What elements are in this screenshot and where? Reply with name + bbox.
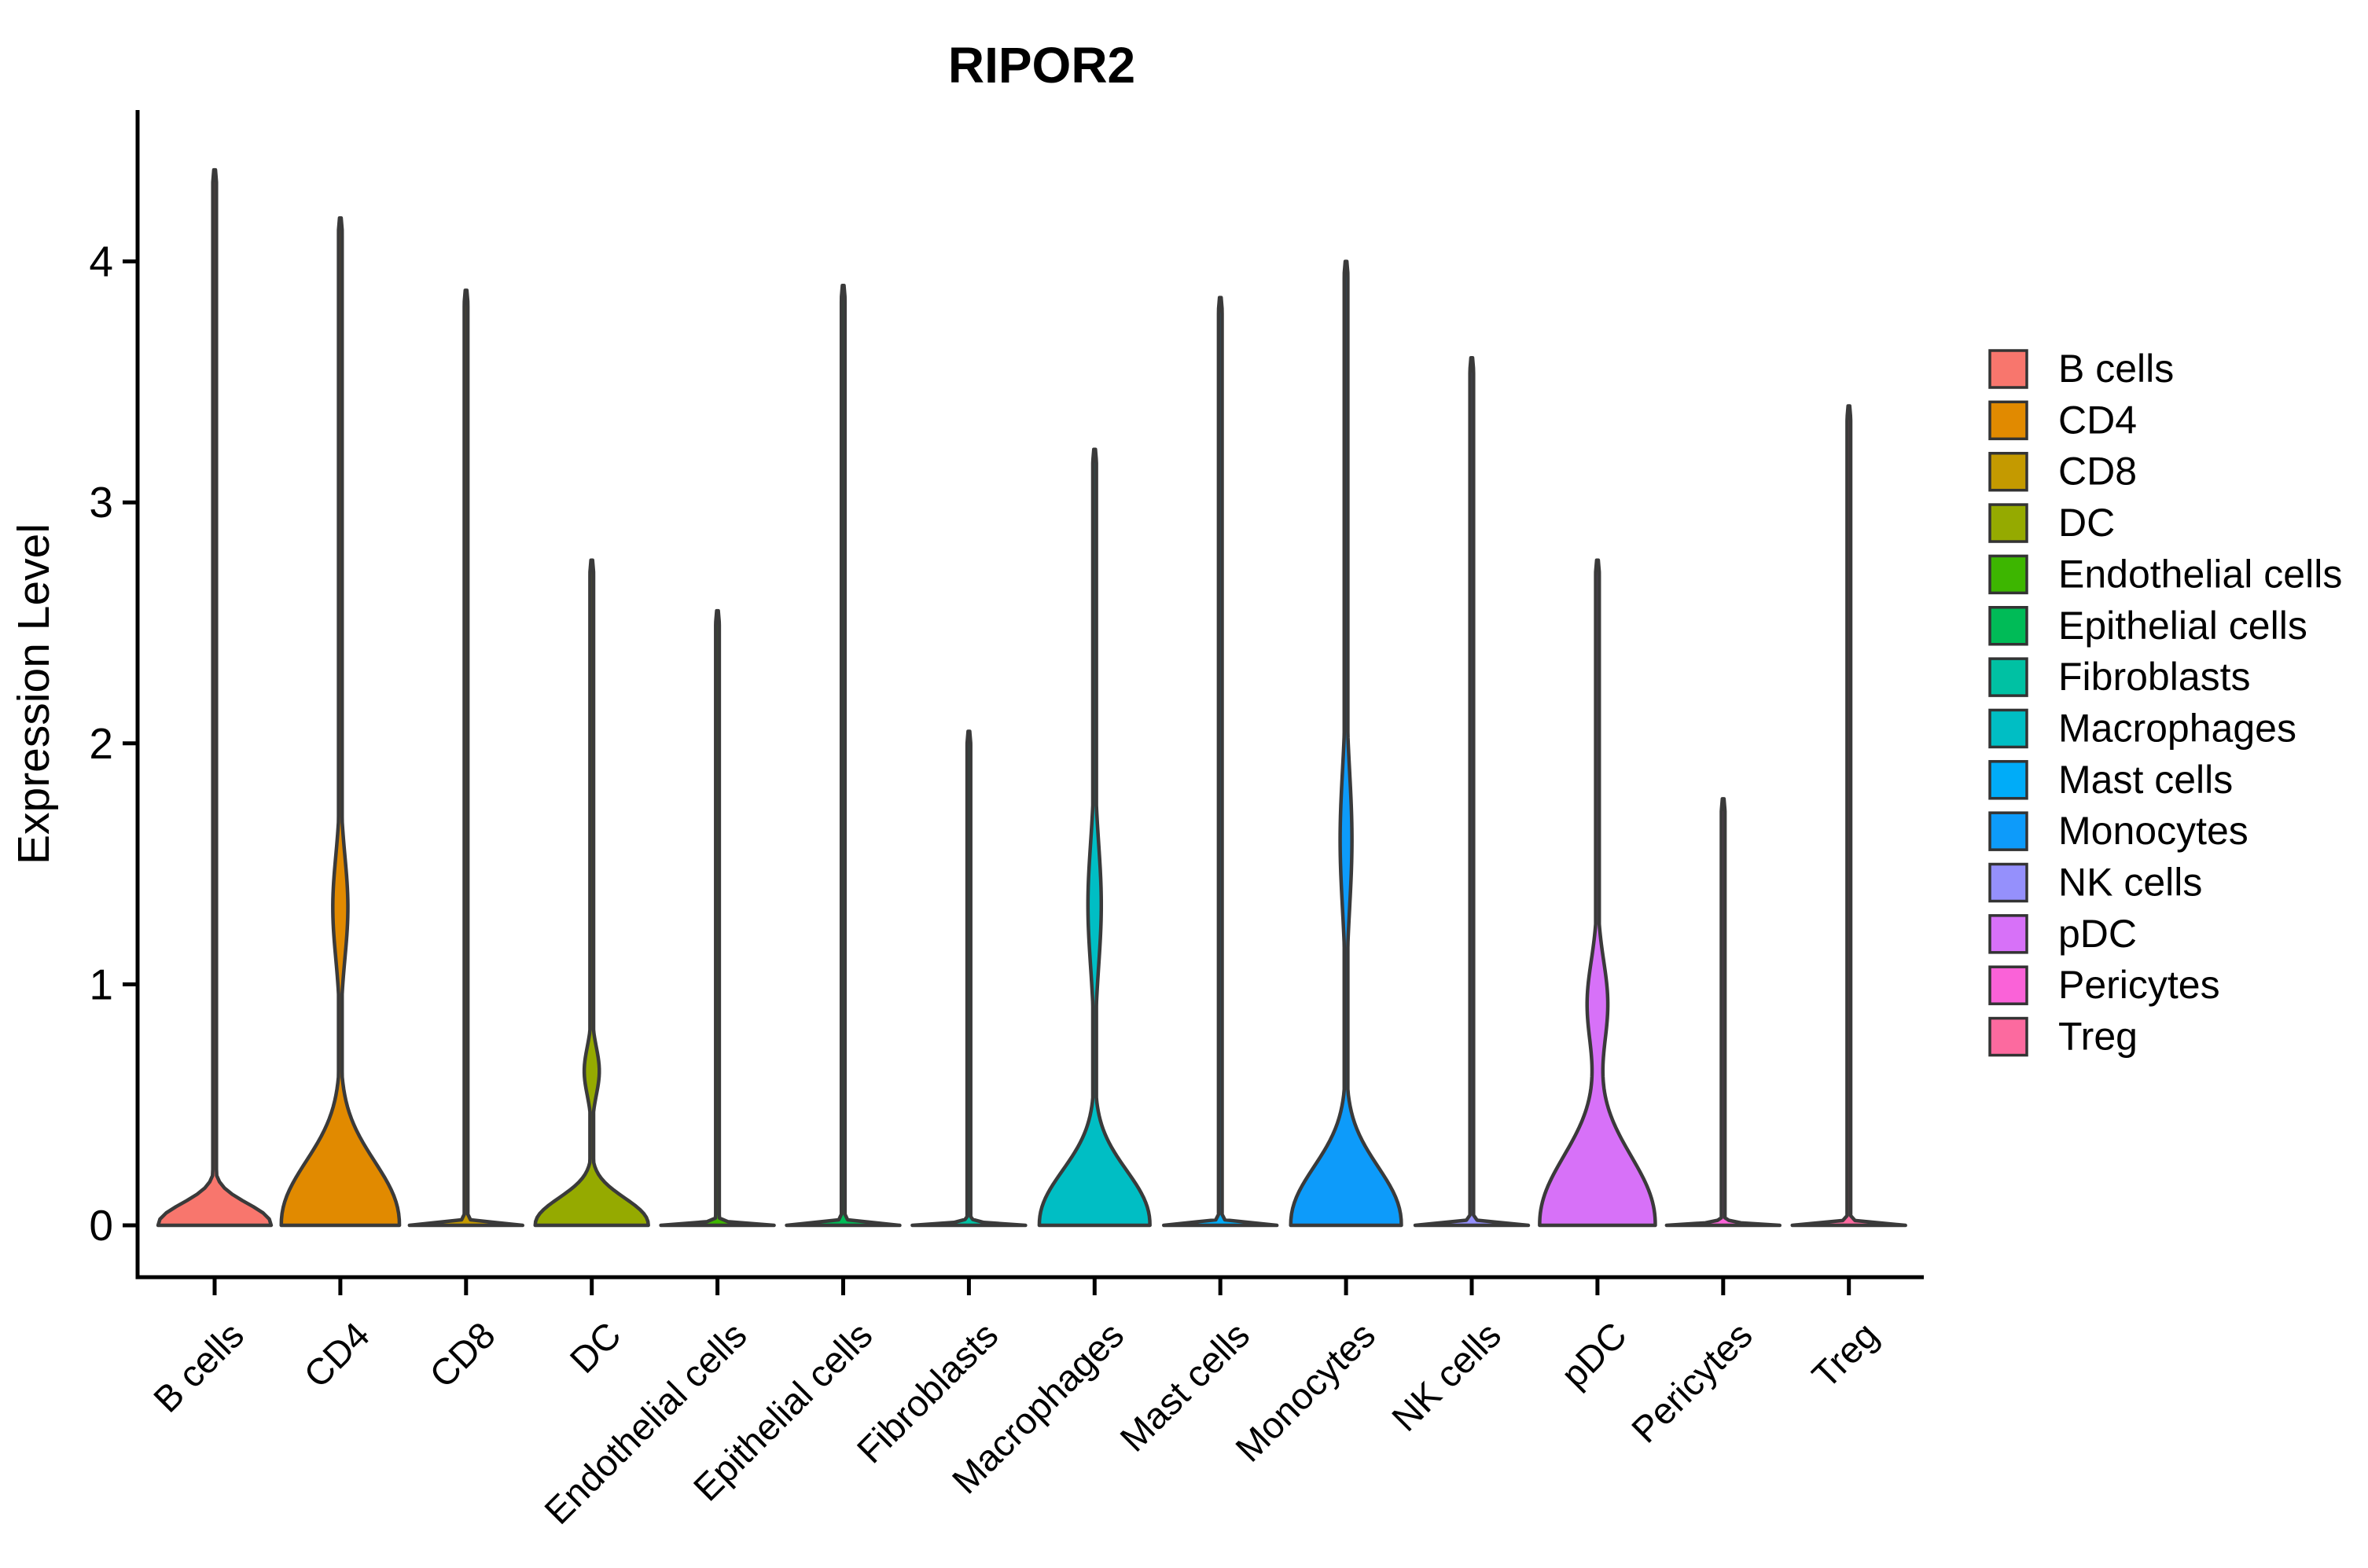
legend-swatch <box>1988 657 2028 697</box>
y-axis-ticks: 0 1 2 3 4 <box>89 237 138 1250</box>
legend-item-label: CD4 <box>2058 398 2137 442</box>
legend-item: CD4 <box>1988 398 2137 442</box>
legend-item-label: Fibroblasts <box>2058 655 2251 699</box>
legend-item-label: Macrophages <box>2058 706 2296 750</box>
legend-swatch <box>1988 811 2028 851</box>
violin-monocytes <box>1289 259 1403 1228</box>
legend-item: Fibroblasts <box>1988 655 2251 699</box>
legend-item-label: Treg <box>2058 1015 2138 1059</box>
violins-group <box>156 167 1907 1228</box>
violin-mast-cells <box>1162 296 1279 1228</box>
plot-title: RIPOR2 <box>948 37 1135 94</box>
y-tick-label: 3 <box>89 478 113 527</box>
x-tick-label: DC <box>561 1314 628 1381</box>
y-tick-label: 4 <box>89 237 113 286</box>
violin-dc <box>533 558 650 1228</box>
legend-item: Pericytes <box>1988 963 2220 1007</box>
x-tick-label: B cells <box>145 1314 252 1420</box>
legend-item: DC <box>1988 501 2115 545</box>
legend-item: pDC <box>1988 912 2137 956</box>
legend-item-label: Epithelial cells <box>2058 604 2307 648</box>
legend-swatch <box>1988 503 2028 543</box>
x-tick-label: Pericytes <box>1623 1314 1760 1451</box>
x-tick-label: NK cells <box>1384 1314 1509 1439</box>
legend-swatch <box>1988 400 2028 441</box>
legend-item: Endothelial cells <box>1988 552 2342 596</box>
violin-cd8 <box>407 288 524 1228</box>
legend-swatch <box>1988 760 2028 800</box>
legend-item-label: DC <box>2058 501 2115 545</box>
legend-swatch <box>1988 708 2028 749</box>
legend-item: CD8 <box>1988 450 2137 494</box>
legend-swatch <box>1988 862 2028 903</box>
x-tick-label: CD4 <box>296 1314 377 1396</box>
y-tick-label: 0 <box>89 1201 113 1250</box>
legend-item: Treg <box>1988 1015 2138 1059</box>
violin-nk-cells <box>1413 355 1531 1228</box>
legend-swatch <box>1988 914 2028 954</box>
y-tick-label: 2 <box>89 719 113 768</box>
y-axis-title: Expression Level <box>9 523 59 865</box>
legend-item-label: B cells <box>2058 347 2174 391</box>
x-tick-label: CD8 <box>421 1314 503 1396</box>
legend-swatch <box>1988 1016 2028 1057</box>
violin-endothelial-cells <box>659 608 776 1228</box>
legend-swatch <box>1988 554 2028 595</box>
legend-item-label: Mast cells <box>2058 758 2233 802</box>
violin-pdc <box>1538 558 1657 1228</box>
legend-item-label: Pericytes <box>2058 963 2220 1007</box>
x-tick-label: Treg <box>1804 1314 1886 1397</box>
legend-swatch <box>1988 606 2028 646</box>
legend-item-label: Endothelial cells <box>2058 552 2342 596</box>
legend: B cells CD4 CD8 DC Endothelial cells Epitheli… <box>1988 347 2342 1059</box>
legend-swatch <box>1988 965 2028 1005</box>
violin-b-cells <box>156 167 274 1228</box>
violin-fibroblasts <box>910 729 1028 1228</box>
legend-swatch <box>1988 349 2028 389</box>
violin-epithelial-cells <box>785 284 902 1228</box>
legend-item: NK cells <box>1988 861 2202 905</box>
legend-swatch <box>1988 451 2028 492</box>
legend-item-label: NK cells <box>2058 861 2202 905</box>
violin-macrophages <box>1037 447 1152 1228</box>
violin-cd4 <box>279 216 402 1228</box>
violin-pericytes <box>1664 797 1782 1228</box>
legend-item-label: Monocytes <box>2058 809 2248 853</box>
legend-item-label: pDC <box>2058 912 2137 956</box>
legend-item: Monocytes <box>1988 809 2248 853</box>
legend-item-label: CD8 <box>2058 450 2137 494</box>
y-tick-label: 1 <box>89 960 113 1008</box>
axes-group <box>135 110 1924 1280</box>
legend-item: Macrophages <box>1988 706 2296 750</box>
legend-item: Mast cells <box>1988 758 2233 802</box>
legend-item: Epithelial cells <box>1988 604 2307 648</box>
violin-treg <box>1790 404 1907 1228</box>
legend-item: B cells <box>1988 347 2174 391</box>
x-tick-label: pDC <box>1553 1314 1634 1396</box>
